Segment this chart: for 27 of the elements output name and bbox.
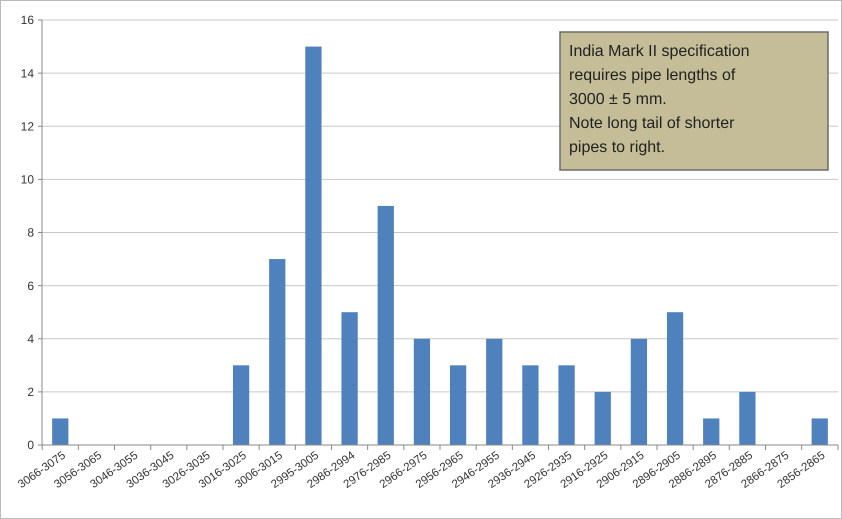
annotation: India Mark II specification requires pipe lengths of 3000 ± 5 mm. Note long tail of shorter pipes to right.	[569, 43, 750, 156]
y-tick-label: 14	[20, 66, 34, 80]
y-tick-label: 10	[20, 172, 34, 187]
bar	[232, 365, 250, 445]
y-tick-label: 8	[27, 226, 34, 240]
bar	[666, 312, 684, 445]
bar	[378, 206, 394, 445]
bar	[486, 338, 502, 445]
bar	[630, 338, 648, 445]
bar	[52, 418, 68, 445]
bar	[703, 418, 720, 445]
bar	[594, 392, 611, 445]
bar	[450, 365, 466, 445]
y-tick-label: 2	[27, 385, 34, 400]
y-tick-label: 12	[20, 119, 34, 134]
y-tick-label: 16	[20, 13, 34, 28]
bar	[812, 418, 828, 445]
bar	[305, 46, 322, 445]
bar	[269, 259, 286, 445]
bar	[341, 312, 358, 445]
y-tick-label: 6	[27, 278, 34, 293]
bar	[414, 338, 430, 445]
bar	[558, 365, 575, 445]
bar	[739, 392, 756, 445]
y-tick-label: 0	[27, 438, 34, 452]
bar	[522, 365, 539, 445]
y-tick-label: 4	[27, 332, 34, 346]
